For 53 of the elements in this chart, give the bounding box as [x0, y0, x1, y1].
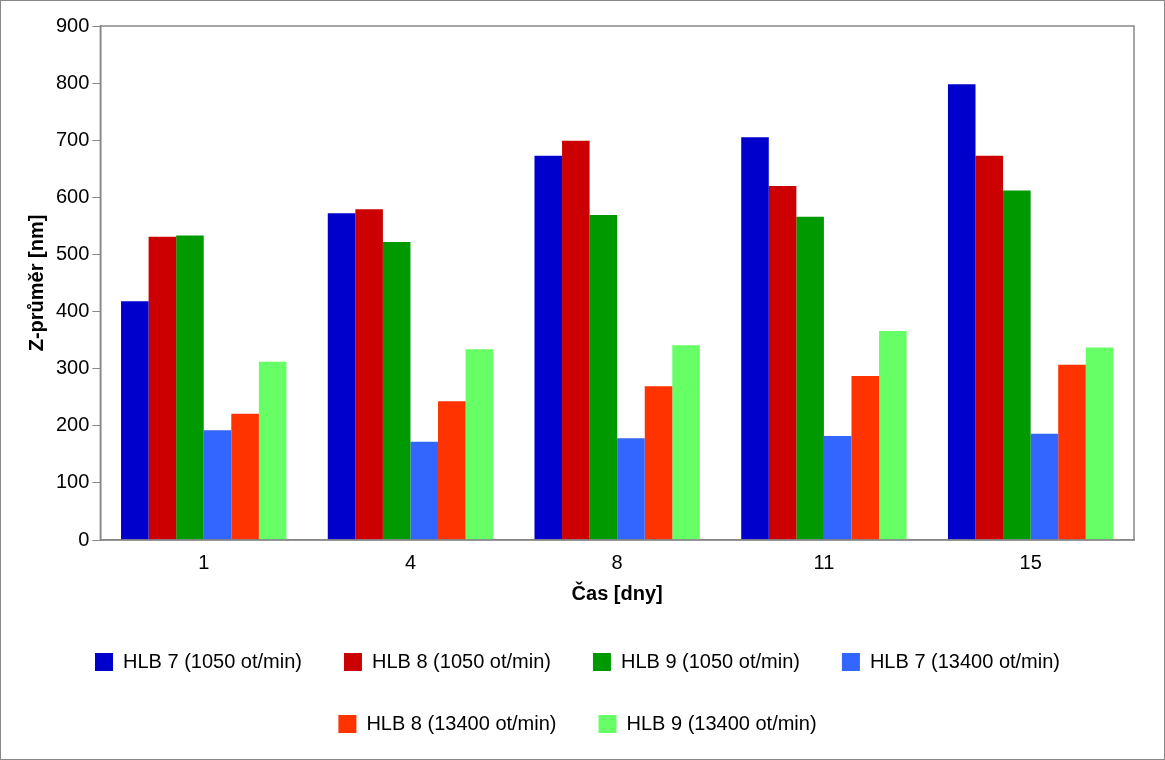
- y-tick-label: 700: [55, 127, 90, 150]
- y-tick-label: 0: [78, 527, 90, 550]
- bar: [741, 137, 769, 540]
- bar: [589, 215, 618, 540]
- bar: [947, 84, 976, 540]
- x-tick-label: 15: [1019, 550, 1042, 573]
- bar: [148, 236, 177, 540]
- y-tick-label: 500: [55, 241, 90, 264]
- y-tick-label: 100: [55, 470, 90, 493]
- bar: [203, 430, 232, 540]
- bar: [644, 386, 673, 540]
- bar: [355, 209, 383, 540]
- y-axis-title: Z-průměr [nm]: [24, 214, 47, 352]
- bar: [975, 155, 1004, 540]
- legend-label: HLB 7 (13400 ot/min): [869, 649, 1061, 672]
- legend-label: HLB 9 (13400 ot/min): [626, 711, 817, 734]
- bar: [231, 413, 259, 540]
- x-tick-label: 11: [813, 550, 835, 573]
- bar: [465, 349, 494, 540]
- legend-label: HLB 9 (1050 ot/min): [620, 649, 800, 672]
- bar: [1085, 347, 1114, 540]
- bar: [121, 301, 149, 540]
- y-tick-label: 900: [55, 13, 90, 36]
- bar: [796, 216, 824, 540]
- bar: [672, 345, 700, 540]
- y-tick-label: 200: [55, 413, 90, 436]
- bar: [438, 401, 466, 540]
- x-axis-title: Čas [dny]: [571, 580, 663, 604]
- bar: [410, 441, 439, 540]
- x-tick-label: 4: [404, 550, 417, 573]
- x-tick-label: 8: [611, 550, 623, 573]
- bar: [617, 438, 645, 540]
- y-tick-label: 600: [55, 184, 90, 207]
- bar: [1003, 190, 1031, 540]
- bar: [851, 376, 880, 540]
- bar: [562, 140, 590, 540]
- bar: [176, 235, 204, 540]
- y-tick-label: 800: [55, 70, 90, 93]
- bar: [1030, 433, 1059, 540]
- bar: [823, 436, 852, 540]
- bar: [382, 241, 411, 540]
- bar: [1058, 364, 1086, 540]
- legend-label: HLB 8 (13400 ot/min): [366, 711, 557, 734]
- bar: [258, 361, 287, 540]
- y-tick-label: 300: [55, 356, 90, 379]
- bar: [879, 330, 907, 540]
- x-tick-label: 1: [198, 550, 210, 573]
- bar: [768, 185, 797, 540]
- legend-label: HLB 7 (1050 ot/min): [122, 649, 302, 672]
- legend-label: HLB 8 (1050 ot/min): [371, 649, 551, 672]
- y-tick-label: 400: [55, 299, 90, 322]
- bar: [327, 213, 356, 540]
- bar: [534, 155, 563, 540]
